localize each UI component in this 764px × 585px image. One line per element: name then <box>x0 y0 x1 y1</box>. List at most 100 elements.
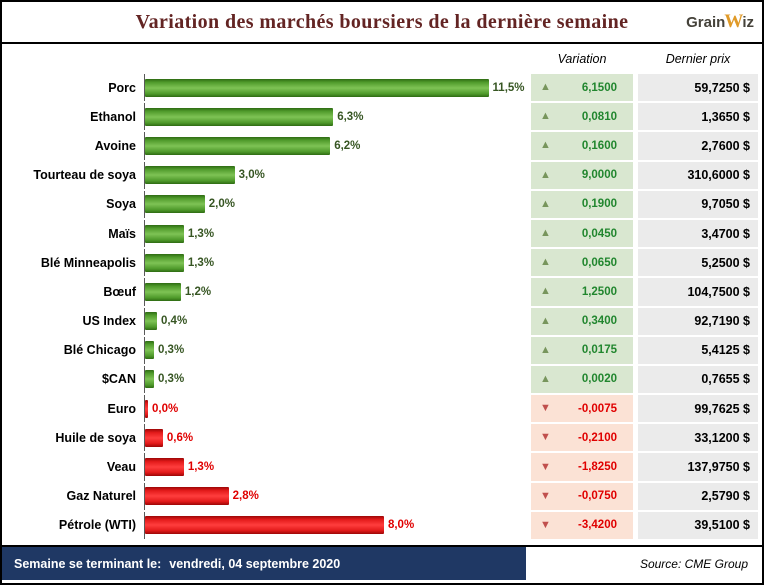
column-header-dernier-prix: Dernier prix <box>665 52 731 66</box>
trend-triangle-icon: ▲ <box>540 81 551 94</box>
variation-cell: ▼ -0,0750 <box>531 482 633 510</box>
last-price-cell: 104,7500 $ <box>638 278 758 306</box>
week-ending-label: Semaine se terminant le: <box>14 556 162 571</box>
bar <box>145 458 184 477</box>
variation-cell: ▲ 0,0650 <box>531 249 633 277</box>
trend-triangle-icon: ▲ <box>540 343 551 356</box>
bar-value-label: 0,4% <box>160 315 188 328</box>
category-label: Blé Chicago <box>63 343 136 358</box>
bar-value-label: 6,3% <box>337 110 364 123</box>
trend-triangle-icon: ▲ <box>540 197 551 210</box>
variation-cell: ▲ 0,0020 <box>531 365 633 394</box>
trend-triangle-icon: ▲ <box>540 256 551 269</box>
trend-triangle-icon: ▲ <box>540 168 551 181</box>
variation-cell: ▲ 0,1900 <box>531 190 633 218</box>
bar-value-label: 0,6% <box>166 431 194 444</box>
last-price-cell: 59,7250 $ <box>638 74 758 102</box>
bar-cell: 0,3% <box>144 365 531 394</box>
bar-cell: 1,3% <box>144 453 531 481</box>
table-row: Maïs 1,3% ▲ 0,0450 3,4700 $ <box>8 219 758 248</box>
table-row: Huile de soya 0,6% ▼ -0,2100 33,1200 $ <box>8 424 758 452</box>
variation-value: 0,1600 <box>581 139 617 152</box>
variation-value: 0,0810 <box>581 110 617 123</box>
bar-cell: 2,0% <box>144 190 531 218</box>
bar <box>145 224 184 243</box>
variation-cell: ▲ 0,0175 <box>531 336 633 364</box>
last-price-cell: 3,4700 $ <box>638 219 758 248</box>
variation-value: 0,0650 <box>581 256 617 269</box>
category-label: Veau <box>106 460 136 475</box>
table-row: Porc 11,5% ▲ 6,1500 59,7250 $ <box>8 74 758 102</box>
column-headers: Variation Dernier prix <box>2 44 762 72</box>
category-label: Gaz Naturel <box>66 489 136 504</box>
bar-cell: 11,5% <box>144 74 531 102</box>
table-row: Avoine 6,2% ▲ 0,1600 2,7600 $ <box>8 132 758 160</box>
bar <box>145 166 235 185</box>
variation-value: 0,0020 <box>581 373 617 386</box>
bar <box>145 341 154 360</box>
bar-value-label: 2,8% <box>232 490 259 503</box>
variation-cell: ▼ -3,4200 <box>531 511 633 539</box>
bar-value-label: 8,0% <box>387 519 415 532</box>
variation-value: -0,0750 <box>577 490 617 503</box>
category-label: Tourteau de soya <box>33 168 136 183</box>
bar <box>145 282 181 301</box>
variation-cell: ▼ -0,0075 <box>531 395 633 423</box>
bar-cell: 6,3% <box>144 103 531 131</box>
variation-cell: ▲ 0,1600 <box>531 132 633 160</box>
bar <box>145 253 184 272</box>
category-label: Huile de soya <box>55 430 136 445</box>
source-note: Source: CME Group <box>639 556 748 571</box>
bar <box>145 399 148 418</box>
variation-value: -0,0075 <box>577 402 617 415</box>
bar <box>145 107 334 126</box>
bar-value-label: 0,3% <box>157 373 185 386</box>
bar-cell: 0,6% <box>144 424 531 452</box>
bar-value-label: 6,2% <box>334 139 361 152</box>
variation-value: 0,3400 <box>581 315 617 328</box>
trend-triangle-icon: ▲ <box>540 372 551 385</box>
last-price-cell: 99,7625 $ <box>638 395 758 423</box>
bar-cell: 2,8% <box>144 482 531 510</box>
last-price-cell: 33,1200 $ <box>638 424 758 452</box>
variation-value: -1,8250 <box>577 461 617 474</box>
bar <box>145 136 331 155</box>
bar <box>145 428 163 447</box>
table-row: Blé Minneapolis 1,3% ▲ 0,0650 5,2500 $ <box>8 249 758 277</box>
trend-triangle-icon: ▼ <box>540 402 551 415</box>
table-row: Ethanol 6,3% ▲ 0,0810 1,3650 $ <box>8 103 758 131</box>
variation-value: 0,0175 <box>581 344 617 357</box>
variation-cell: ▲ 9,0000 <box>531 161 633 189</box>
category-label: Ethanol <box>90 109 136 124</box>
last-price-cell: 2,5790 $ <box>638 482 758 510</box>
last-price-cell: 9,7050 $ <box>638 190 758 218</box>
trend-triangle-icon: ▲ <box>540 139 551 152</box>
bar-value-label: 2,0% <box>208 198 235 211</box>
bar-cell: 6,2% <box>144 132 531 160</box>
table-row: US Index 0,4% ▲ 0,3400 92,7190 $ <box>8 307 758 335</box>
category-label: Bœuf <box>103 284 136 299</box>
bar-value-label: 11,5% <box>492 81 525 94</box>
bar-cell: 3,0% <box>144 161 531 189</box>
category-label: Blé Minneapolis <box>40 255 136 270</box>
category-label: Maïs <box>108 226 136 241</box>
table-row: $CAN 0,3% ▲ 0,0020 0,7655 $ <box>8 365 758 394</box>
variation-value: -3,4200 <box>577 519 617 532</box>
bar-value-label: 0,0% <box>152 402 179 415</box>
variation-value: -0,2100 <box>577 431 617 444</box>
bar <box>145 195 205 214</box>
footer: Semaine se terminant le: vendredi, 04 se… <box>2 545 762 583</box>
table-row: Gaz Naturel 2,8% ▼ -0,0750 2,5790 $ <box>8 482 758 510</box>
trend-triangle-icon: ▼ <box>540 460 551 473</box>
header: Variation des marchés boursiers de la de… <box>2 2 762 44</box>
bar-value-label: 0,3% <box>157 344 185 357</box>
bar <box>145 487 229 506</box>
column-header-variation: Variation <box>557 52 607 66</box>
week-ending-date: vendredi, 04 septembre 2020 <box>169 556 341 571</box>
table-row: Euro 0,0% ▼ -0,0075 99,7625 $ <box>8 395 758 423</box>
last-price-cell: 2,7600 $ <box>638 132 758 160</box>
category-label: Euro <box>107 401 136 416</box>
variation-cell: ▼ -0,2100 <box>531 424 633 452</box>
variation-cell: ▲ 0,0810 <box>531 103 633 131</box>
